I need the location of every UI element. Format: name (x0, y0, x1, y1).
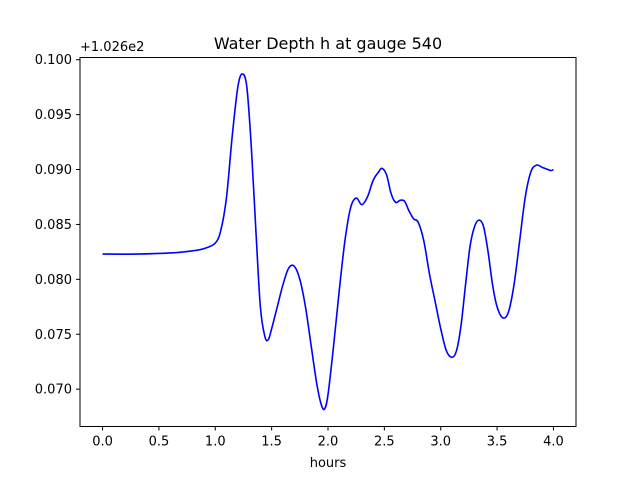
x-tick-label: 3.5 (487, 435, 508, 450)
x-tick-label: 1.5 (261, 435, 282, 450)
x-tick-label: 3.0 (430, 435, 451, 450)
x-tick-label: 1.0 (205, 435, 226, 450)
y-axis: 0.070 0.075 0.080 0.085 0.090 0.095 0.100 (35, 53, 80, 398)
y-tick-label: 0.070 (35, 383, 72, 398)
y-tick-label: 0.090 (35, 163, 72, 178)
y-axis-offset-label: +1.026e2 (80, 40, 144, 55)
y-tick-label: 0.075 (35, 328, 72, 343)
x-tick-label: 0.5 (149, 435, 170, 450)
x-tick-label: 4.0 (543, 435, 564, 450)
chart-title: Water Depth h at gauge 540 (214, 34, 442, 53)
x-tick-label: 2.5 (374, 435, 395, 450)
x-tick-label: 2.0 (318, 435, 339, 450)
x-tick-label: 0.0 (92, 435, 113, 450)
y-tick-label: 0.100 (35, 53, 72, 68)
series-layer (102, 73, 554, 411)
y-tick-label: 0.095 (35, 108, 72, 123)
x-axis: 0.0 0.5 1.0 1.5 2.0 2.5 3.0 3.5 4.0 (92, 426, 564, 450)
y-tick-label: 0.080 (35, 273, 72, 288)
plot-frame (79, 57, 577, 427)
y-tick-label: 0.085 (35, 218, 72, 233)
series-line-0 (102, 73, 554, 411)
x-axis-label: hours (310, 456, 347, 471)
